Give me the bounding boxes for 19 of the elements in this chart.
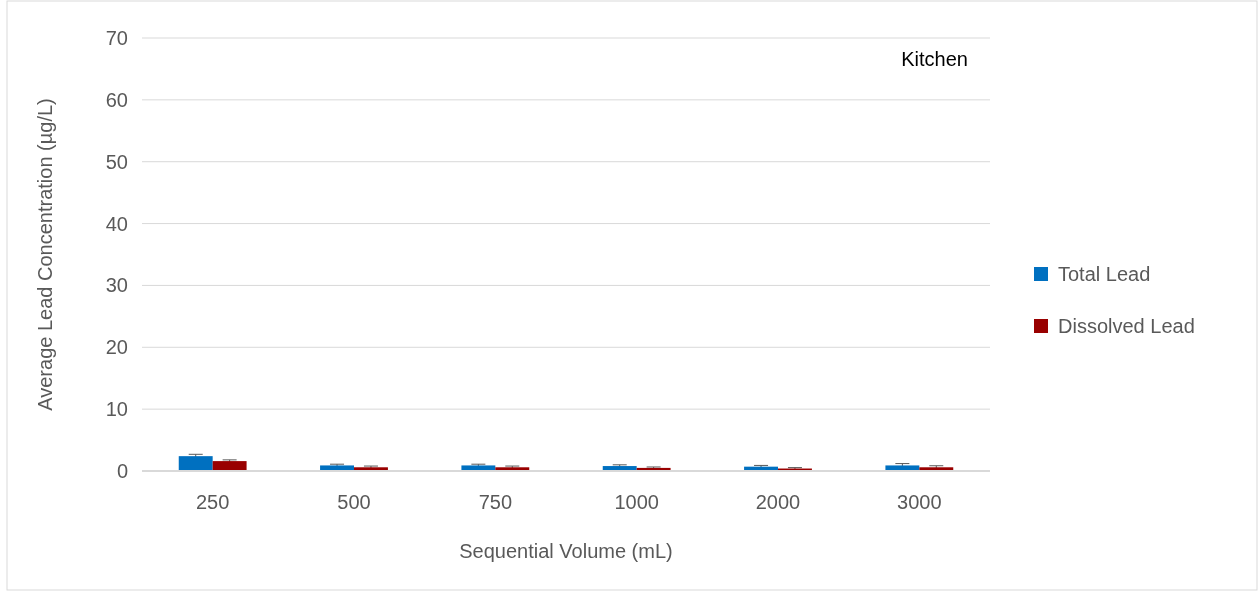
x-tick-label: 1000 — [614, 491, 659, 513]
y-tick-label: 20 — [105, 336, 128, 359]
legend-label: Dissolved Lead — [1058, 315, 1195, 337]
y-tick-label: 60 — [105, 88, 128, 111]
y-tick-label: 0 — [116, 460, 128, 482]
y-axis-title: Average Lead Concentration (µg/L) — [34, 98, 56, 411]
annotation: Kitchen — [901, 48, 968, 70]
x-tick-label: 3000 — [897, 491, 942, 513]
y-tick-label: 50 — [105, 150, 128, 173]
x-tick-label: 2000 — [755, 491, 801, 513]
y-tick-label: 30 — [105, 274, 128, 297]
y-tick-label: 40 — [105, 212, 128, 235]
x-tick-label: 500 — [337, 491, 371, 513]
x-tick-label: 750 — [478, 491, 513, 513]
x-axis-title: Sequential Volume (mL) — [459, 540, 673, 562]
y-tick-label: 10 — [105, 398, 128, 421]
y-tick-label: 70 — [105, 27, 128, 49]
legend-label: Total Lead — [1058, 263, 1151, 285]
x-tick-label: 250 — [195, 491, 230, 513]
